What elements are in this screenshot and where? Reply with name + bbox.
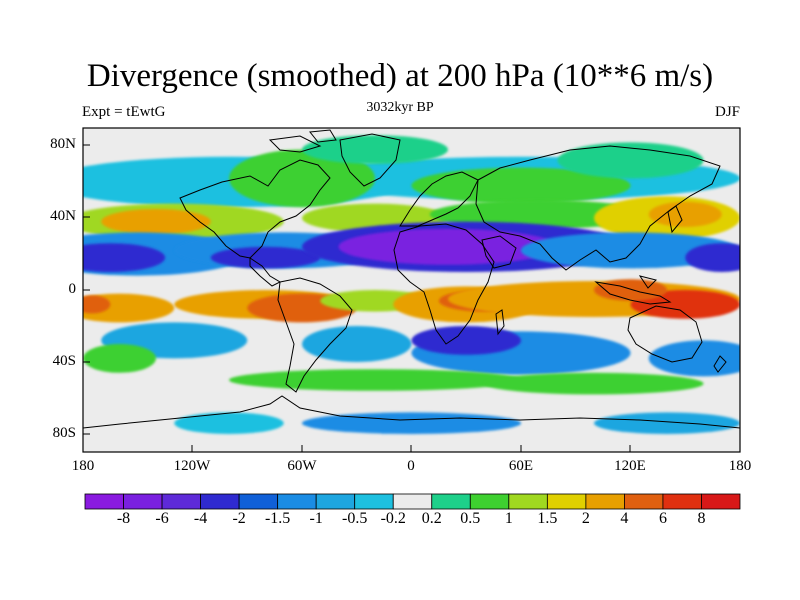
colorbar-label: -1 xyxy=(309,510,323,527)
colorbar-label: 8 xyxy=(697,510,706,527)
colorbar xyxy=(84,493,741,510)
coastlines xyxy=(83,129,740,429)
colorbar-label: 0.5 xyxy=(460,510,481,527)
colorbar-label: -8 xyxy=(116,510,131,527)
colorbar-label: 1.5 xyxy=(537,510,558,527)
x-tick-label: 0 xyxy=(407,458,415,474)
colorbar-label: -4 xyxy=(193,510,208,527)
colorbar-label: -0.5 xyxy=(342,510,368,527)
colorbar-swatch xyxy=(84,493,124,510)
x-tick-label: 120W xyxy=(173,458,211,474)
colorbar-label: -1.5 xyxy=(264,510,291,527)
plot-title: Divergence (smoothed) at 200 hPa (10**6 … xyxy=(86,58,714,94)
field-contour xyxy=(685,243,740,272)
colorbar-swatch xyxy=(161,493,201,510)
field-contour xyxy=(630,290,740,319)
colorbar-swatch xyxy=(200,493,240,510)
field-contour xyxy=(411,167,631,204)
x-tick-label: 180 xyxy=(71,458,95,474)
experiment-label: Expt = tEwtG xyxy=(82,104,166,120)
field-contour xyxy=(648,201,722,227)
field-contour xyxy=(101,209,211,235)
field-contour xyxy=(411,326,521,355)
season-label: DJF xyxy=(714,104,740,120)
field-contour xyxy=(594,412,740,435)
field-contour xyxy=(484,372,704,395)
field-contour xyxy=(83,243,166,272)
colorbar-label: -0.2 xyxy=(380,510,406,527)
colorbar-swatch xyxy=(508,493,548,510)
colorbar-swatch xyxy=(701,493,741,510)
colorbar-swatch xyxy=(662,493,702,510)
colorbar-label: -6 xyxy=(155,510,169,527)
colorbar-swatch xyxy=(354,493,394,510)
colorbar-label: 0.2 xyxy=(421,510,442,527)
field-contour xyxy=(557,142,704,179)
field-contour xyxy=(648,340,740,377)
field-contour xyxy=(210,246,321,269)
time-label: 3032kyr BP xyxy=(366,100,434,115)
colorbar-swatch xyxy=(546,493,587,510)
y-tick-label: 80N xyxy=(50,136,76,152)
x-tick-label: 60W xyxy=(287,458,317,474)
x-tick-label: 180 xyxy=(728,458,752,474)
field-contour xyxy=(83,344,156,373)
y-tick-label: 0 xyxy=(68,281,77,297)
colorbar-swatch xyxy=(585,493,625,510)
field-contour xyxy=(83,295,111,314)
field-contour xyxy=(229,149,375,208)
colorbar-label: 4 xyxy=(620,510,629,527)
field-contour xyxy=(429,200,649,229)
colorbar-swatch xyxy=(123,493,163,510)
colorbar-swatch xyxy=(238,493,279,510)
field-contour xyxy=(83,293,175,323)
x-tick-label: 60E xyxy=(508,458,534,474)
field-contour xyxy=(174,412,284,435)
colorbar-label: 2 xyxy=(581,510,590,527)
colorbar-swatch xyxy=(431,493,471,510)
field-contour xyxy=(521,232,740,269)
x-tick-label: 120E xyxy=(614,458,646,474)
colorbar-swatch xyxy=(277,493,317,510)
colorbar-swatch xyxy=(315,493,356,510)
y-tick-label: 40N xyxy=(50,208,76,224)
colorbar-label: 1 xyxy=(504,510,513,527)
colorbar-swatch xyxy=(392,493,433,510)
colorbar-swatch xyxy=(624,493,664,510)
field-contour xyxy=(302,412,521,435)
colorbar-label: -2 xyxy=(232,510,246,527)
colorbar-label: 6 xyxy=(658,510,667,527)
y-tick-label: 40S xyxy=(52,353,76,369)
axis-ticks xyxy=(83,144,631,452)
field-contour xyxy=(302,135,448,165)
y-tick-label: 80S xyxy=(52,425,76,441)
field-contour xyxy=(302,326,412,362)
colorbar-swatch xyxy=(469,493,510,510)
field-contour xyxy=(229,369,521,391)
